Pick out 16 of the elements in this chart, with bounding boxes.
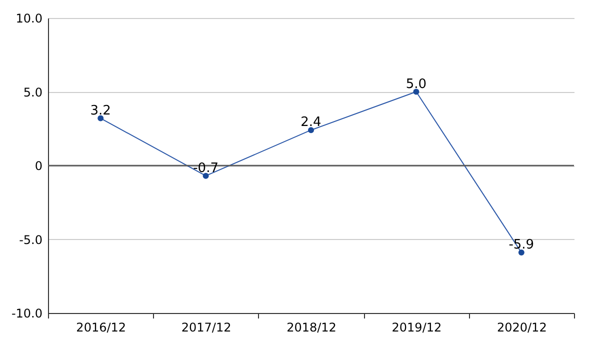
y-tick-label: 5.0: [23, 85, 42, 100]
point: [308, 127, 314, 134]
x-tick-label: 2017/12: [181, 320, 232, 334]
data-label: 5.0: [406, 76, 427, 92]
x-tick-label: 2016/12: [76, 320, 126, 334]
y-tick-label: -5.0: [19, 232, 42, 247]
point: [98, 115, 104, 122]
data-label: 3.2: [90, 103, 111, 118]
y-tick-label: 0: [34, 159, 42, 173]
x-tick-label: 2020/12: [496, 320, 547, 334]
y-tick-label: 10.0: [16, 12, 42, 26]
y-tick-label: -10.0: [11, 306, 42, 320]
data-label: 2.4: [300, 115, 322, 130]
x-tick-label: 2018/12: [286, 320, 336, 334]
x-tick-label: 2019/12: [392, 320, 442, 334]
point: [413, 88, 420, 95]
